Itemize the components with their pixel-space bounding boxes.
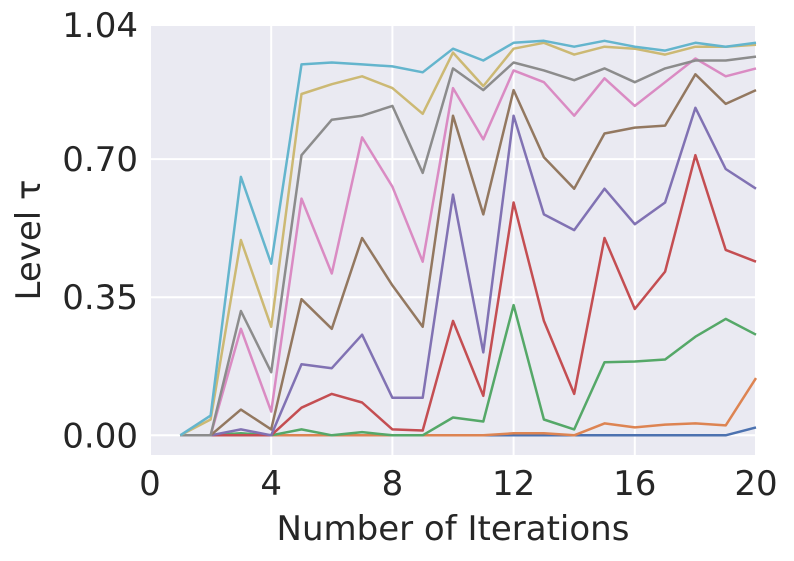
series-line-6 [180, 73, 757, 437]
x-tick-label: 8 [382, 464, 404, 504]
series-line-9 [179, 41, 757, 437]
y-tick-label: 0.35 [62, 278, 138, 318]
series-line-5 [180, 106, 757, 437]
series-line-4 [180, 153, 757, 437]
x-tick-label: 0 [139, 464, 161, 504]
x-axis: 0 4 8 12 16 20 [139, 464, 777, 504]
y-tick-label: 1.04 [62, 6, 138, 46]
series-line-10 [179, 39, 757, 437]
x-tick-label: 20 [734, 464, 777, 504]
x-tick-label: 16 [613, 464, 656, 504]
series-line-3 [180, 303, 757, 437]
y-axis-label: Level τ [9, 179, 49, 300]
x-tick-label: 4 [260, 464, 282, 504]
series-group [179, 39, 758, 437]
plot-area [150, 25, 756, 455]
y-tick-label: 0.70 [62, 140, 138, 180]
series-line-8 [180, 55, 757, 437]
series-line-7 [180, 57, 757, 437]
y-axis: 0.00 0.35 0.70 1.04 [62, 6, 138, 456]
y-tick-label: 0.00 [62, 416, 138, 456]
x-axis-label: Number of Iterations [277, 509, 630, 549]
x-tick-label: 12 [492, 464, 535, 504]
